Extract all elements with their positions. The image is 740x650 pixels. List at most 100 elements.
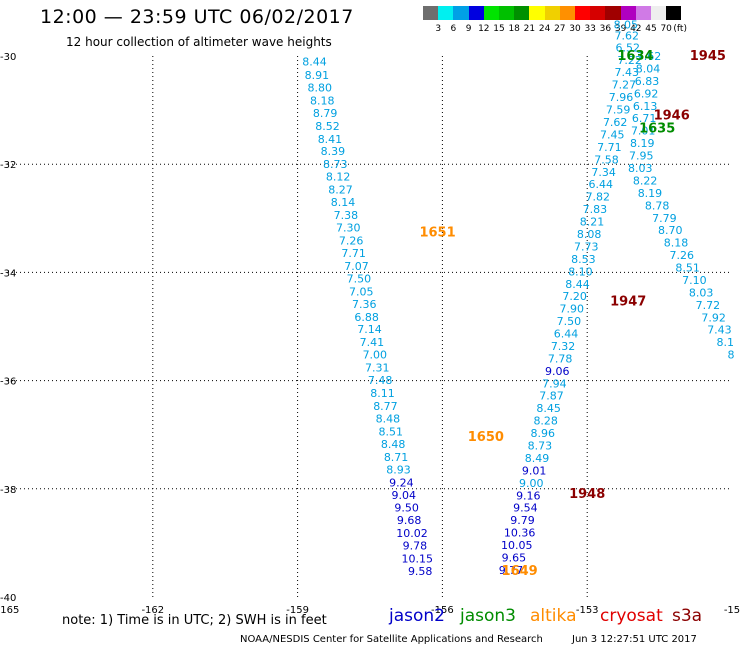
swh-value: 9.00: [519, 477, 544, 490]
swh-value: 7.50: [347, 272, 372, 285]
swh-value: 7.36: [352, 298, 377, 311]
swh-value: 7.00: [363, 349, 388, 362]
colorbar-swatch: [483, 6, 499, 20]
swh-value: 8.11: [370, 387, 395, 400]
swh-value: 7.62: [615, 29, 640, 42]
credit-line: NOAA/NESDIS Center for Satellite Applica…: [240, 634, 543, 645]
colorbar-swatch: [635, 6, 651, 20]
x-tick-label: -159: [286, 605, 309, 616]
swh-value: 8.48: [376, 412, 401, 425]
pass-time-label: 1649: [502, 564, 538, 579]
swh-value: 7.31: [365, 362, 390, 375]
pass-time-label: 1651: [419, 225, 455, 240]
swh-value: 9.16: [516, 489, 541, 502]
swh-value: 7.82: [586, 191, 611, 204]
x-tick-label: -162: [141, 605, 164, 616]
y-tick-label: -34: [0, 268, 16, 279]
pass-time-label: 1947: [610, 295, 646, 310]
legend-s3a: s3a: [672, 606, 703, 626]
swh-value: 8.51: [379, 425, 404, 438]
swh-value: 6.83: [635, 75, 660, 88]
swh-value: 8.14: [331, 196, 356, 209]
colorbar-tick: 18: [508, 24, 520, 34]
footer-note: note: 1) Time is in UTC; 2) SWH is in fe…: [62, 613, 327, 628]
swh-value: 8.18: [664, 237, 689, 250]
swh-value: 7.41: [360, 336, 385, 349]
swh-value: 7.62: [637, 50, 662, 63]
swh-value: 10.15: [402, 553, 434, 566]
colorbar-swatch: [590, 6, 606, 20]
swh-value: 7.79: [652, 212, 677, 225]
colorbar-unit: (ft): [673, 24, 687, 34]
y-tick-label: -32: [0, 160, 16, 171]
swh-value: 7.87: [539, 390, 564, 403]
swh-value: 7.78: [548, 352, 573, 365]
swh-value: 8.03: [689, 286, 714, 299]
swh-value: 6.13: [633, 100, 658, 113]
colorbar-tick: 36: [599, 24, 612, 34]
swh-value: 7.95: [629, 150, 654, 163]
swh-value: 9.01: [522, 464, 547, 477]
swh-value: 8.21: [580, 216, 605, 229]
swh-value: 9.58: [408, 565, 433, 578]
swh-value: 7.96: [609, 91, 634, 104]
swh-value: 9.79: [510, 514, 535, 527]
swh-value: 6.44: [588, 178, 613, 191]
swh-value: 8.19: [638, 187, 663, 200]
swh-value: 8.73: [323, 158, 348, 171]
swh-value: 7.59: [606, 104, 631, 117]
colorbar-swatch: [544, 6, 560, 20]
colorbar-swatch: [529, 6, 545, 20]
swh-value: 7.48: [368, 374, 393, 387]
swh-value: 9.77: [499, 564, 524, 577]
colorbar-tick: 33: [584, 24, 596, 34]
swh-value: 8: [728, 349, 735, 362]
legend-jason2: jason2: [389, 606, 445, 626]
colorbar-swatch: [453, 6, 469, 20]
colorbar-tick: 30: [569, 24, 581, 34]
swh-value: 8.49: [525, 452, 550, 465]
swh-value: 7.50: [557, 315, 582, 328]
swh-value: 8.18: [310, 94, 335, 107]
swh-value: 7.26: [339, 234, 364, 247]
swh-value: 9.50: [394, 502, 419, 515]
colorbar-tick: 39: [614, 24, 627, 34]
swh-value: 8.78: [645, 199, 670, 212]
swh-value: 7.71: [341, 247, 366, 260]
swh-value: 10.36: [504, 527, 536, 540]
colorbar-tick: 24: [538, 24, 551, 34]
swh-value: 8.1: [716, 336, 734, 349]
swh-value: 8.10: [568, 265, 593, 278]
swh-value: 7.90: [560, 303, 585, 316]
swh-value: 7.72: [696, 299, 721, 312]
swh-value: 9.24: [389, 476, 414, 489]
swh-value: 7.94: [542, 377, 567, 390]
swh-value: 9.54: [513, 502, 538, 515]
swh-value: 8.48: [381, 438, 406, 451]
swh-value: 8.73: [528, 440, 553, 453]
pass-time-label: 1945: [690, 49, 726, 64]
swh-value: 6.71: [632, 112, 657, 125]
swh-value: 7.27: [612, 79, 637, 92]
colorbar-tick: 27: [554, 24, 566, 34]
swh-value: 8.22: [633, 174, 658, 187]
colorbar-swatch: [499, 6, 515, 20]
swh-value: 8.03: [628, 162, 653, 175]
swh-value: 9.68: [397, 514, 422, 527]
swh-value: 10.05: [501, 539, 533, 552]
colorbar-swatch: [666, 6, 682, 20]
colorbar-tick: 45: [645, 24, 657, 34]
pass-time-label: 1635: [639, 121, 675, 136]
colorbar-tick: 70: [660, 24, 672, 34]
swh-value: 8.12: [326, 171, 351, 184]
swh-value: 7.34: [591, 166, 616, 179]
swh-value: 8.05: [614, 19, 639, 32]
swh-value: 7.32: [551, 340, 576, 353]
swh-value: 9.78: [403, 540, 428, 553]
swh-value: 7.43: [707, 324, 732, 337]
swh-value: 7.43: [615, 66, 640, 79]
swh-value: 7.26: [670, 249, 695, 262]
colorbar-tick: 21: [523, 24, 536, 34]
swh-value: 8.08: [577, 228, 602, 241]
